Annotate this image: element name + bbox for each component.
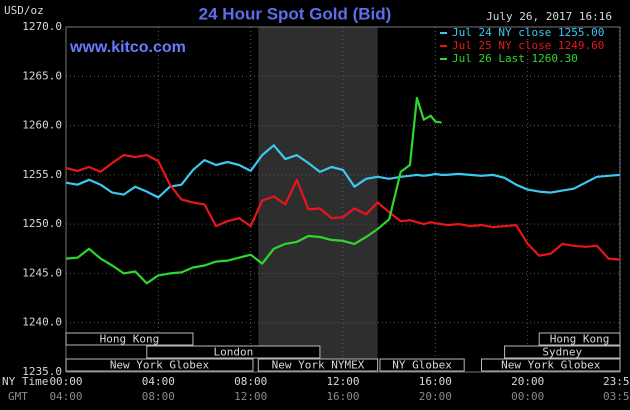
y-tick-label: 1240.0 bbox=[22, 316, 62, 329]
series-line bbox=[65, 154, 621, 261]
session-box bbox=[379, 358, 465, 372]
session-box bbox=[65, 358, 254, 372]
legend-label: Jul 24 NY close 1255.00 bbox=[452, 26, 604, 39]
session-box bbox=[146, 345, 321, 359]
y-tick-label: 1255.0 bbox=[22, 168, 62, 181]
session-label: New York Globex bbox=[501, 359, 601, 372]
plot-frame bbox=[65, 26, 621, 373]
timestamp: July 26, 2017 16:16 bbox=[486, 10, 612, 23]
y-tick-label: 1260.0 bbox=[22, 119, 62, 132]
session-label: New York NYMEX bbox=[272, 359, 365, 372]
watermark: www.kitco.com bbox=[69, 39, 186, 56]
session-label: NY Globex bbox=[392, 359, 452, 372]
y-tick-label: 1265.0 bbox=[22, 69, 62, 82]
session-box bbox=[481, 358, 621, 372]
x-tick-label: 16:00 bbox=[419, 375, 452, 388]
x-axis-label: NY Time bbox=[2, 375, 48, 388]
x-tick-label: 23:59 bbox=[603, 375, 630, 388]
x-tick-label: 12:00 bbox=[326, 375, 359, 388]
x2-tick-label: 04:00 bbox=[49, 390, 82, 403]
shaded-band bbox=[258, 27, 378, 372]
y-unit: USD/oz bbox=[4, 4, 44, 17]
series-line bbox=[65, 144, 621, 199]
x2-tick-label: 20:00 bbox=[419, 390, 452, 403]
session-label: New York Globex bbox=[110, 359, 210, 372]
session-box bbox=[504, 345, 621, 359]
series-line bbox=[65, 96, 442, 285]
x-tick-label: 20:00 bbox=[511, 375, 544, 388]
session-label: Hong Kong bbox=[550, 333, 610, 346]
x2-tick-label: 08:00 bbox=[142, 390, 175, 403]
session-label: Hong Kong bbox=[100, 333, 160, 346]
y-tick-label: 1270.0 bbox=[22, 20, 62, 33]
session-box bbox=[65, 332, 194, 346]
session-label: Sydney bbox=[542, 346, 582, 359]
session-box bbox=[538, 332, 621, 346]
x2-axis-label: GMT bbox=[8, 390, 28, 403]
x2-tick-label: 12:00 bbox=[234, 390, 267, 403]
session-label: London bbox=[213, 346, 253, 359]
chart-title: 24 Hour Spot Gold (Bid) bbox=[199, 4, 392, 23]
y-tick-label: 1250.0 bbox=[22, 217, 62, 230]
x2-tick-label: 16:00 bbox=[326, 390, 359, 403]
x-tick-label: 08:00 bbox=[234, 375, 267, 388]
y-tick-label: 1245.0 bbox=[22, 266, 62, 279]
y-tick-label: 1235.0 bbox=[22, 365, 62, 378]
x2-tick-label: 03:59 bbox=[603, 390, 630, 403]
session-box bbox=[257, 358, 379, 372]
x2-tick-label: 00:00 bbox=[511, 390, 544, 403]
x-tick-label: 00:00 bbox=[49, 375, 82, 388]
x-tick-label: 04:00 bbox=[142, 375, 175, 388]
legend-label: Jul 26 Last 1260.30 bbox=[452, 52, 578, 65]
legend-label: Jul 25 NY close 1249.60 bbox=[452, 39, 604, 52]
